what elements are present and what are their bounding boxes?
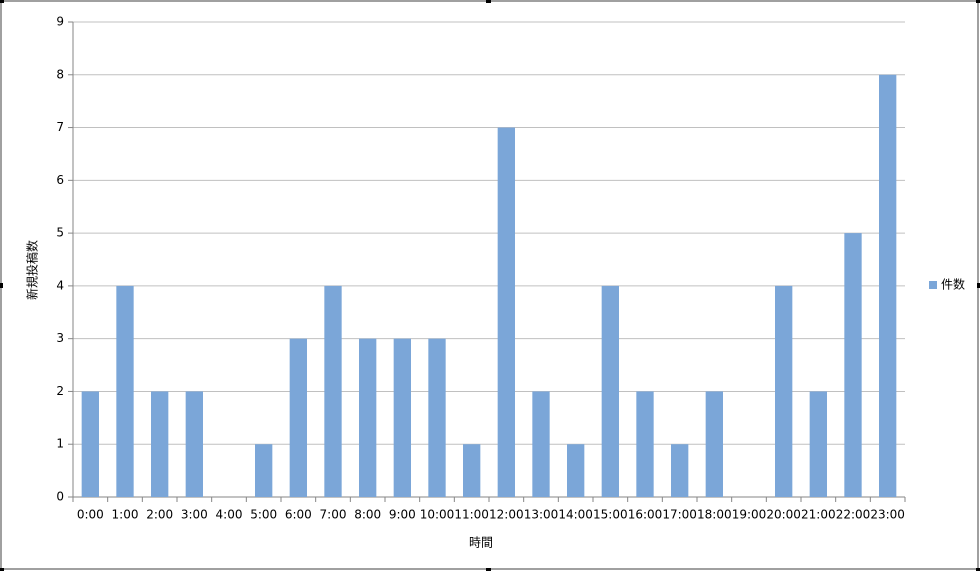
bar <box>879 74 897 498</box>
bar <box>671 444 689 497</box>
y-tick-label: 7 <box>56 120 64 134</box>
bar <box>463 444 481 497</box>
x-tick-label: 4:00 <box>216 508 243 522</box>
bar <box>116 285 134 497</box>
x-tick-label: 14:00 <box>558 508 593 522</box>
bar <box>601 285 619 497</box>
bar <box>809 391 827 497</box>
legend-label: 件数 <box>941 277 965 292</box>
bar <box>775 285 793 497</box>
x-tick-label: 22:00 <box>836 508 871 522</box>
x-axis-title: 時間 <box>469 536 493 550</box>
y-tick-label: 0 <box>56 490 64 504</box>
bar <box>255 444 273 497</box>
x-tick-label: 10:00 <box>420 508 455 522</box>
legend-swatch <box>929 281 937 289</box>
bar <box>324 285 342 497</box>
x-tick-label: 5:00 <box>250 508 277 522</box>
y-tick-label: 6 <box>56 173 64 187</box>
x-tick-label: 3:00 <box>181 508 208 522</box>
bar <box>393 338 411 497</box>
bar <box>497 127 515 498</box>
x-tick-label: 0:00 <box>77 508 104 522</box>
y-tick-label: 5 <box>56 226 64 240</box>
bar <box>81 391 99 497</box>
y-tick-label: 3 <box>56 331 64 345</box>
x-tick-label: 18:00 <box>697 508 732 522</box>
bar <box>705 391 723 497</box>
x-tick-label: 6:00 <box>285 508 312 522</box>
y-tick-label: 2 <box>56 384 64 398</box>
bar <box>636 391 654 497</box>
x-tick-label: 7:00 <box>320 508 347 522</box>
x-tick-label: 23:00 <box>870 508 905 522</box>
bar <box>151 391 169 497</box>
y-tick-label: 9 <box>56 15 64 29</box>
x-tick-label: 11:00 <box>454 508 489 522</box>
x-tick-label: 9:00 <box>389 508 416 522</box>
bar <box>532 391 550 497</box>
y-tick-label: 8 <box>56 67 64 81</box>
x-tick-label: 1:00 <box>112 508 139 522</box>
x-tick-label: 13:00 <box>524 508 559 522</box>
x-tick-label: 12:00 <box>489 508 524 522</box>
y-tick-label: 4 <box>56 278 64 292</box>
y-axis-title: 新規投稿数 <box>25 240 40 300</box>
bar <box>185 391 203 497</box>
bar <box>844 233 862 497</box>
bar <box>289 338 307 497</box>
x-tick-label: 2:00 <box>146 508 173 522</box>
x-tick-label: 16:00 <box>628 508 663 522</box>
x-tick-label: 8:00 <box>354 508 381 522</box>
x-tick-label: 15:00 <box>593 508 628 522</box>
x-tick-label: 21:00 <box>801 508 836 522</box>
bar <box>359 338 377 497</box>
x-tick-label: 17:00 <box>662 508 697 522</box>
x-tick-label: 20:00 <box>766 508 801 522</box>
bar <box>428 338 446 497</box>
x-tick-label: 19:00 <box>732 508 767 522</box>
y-tick-label: 1 <box>56 437 64 451</box>
bar <box>567 444 585 497</box>
